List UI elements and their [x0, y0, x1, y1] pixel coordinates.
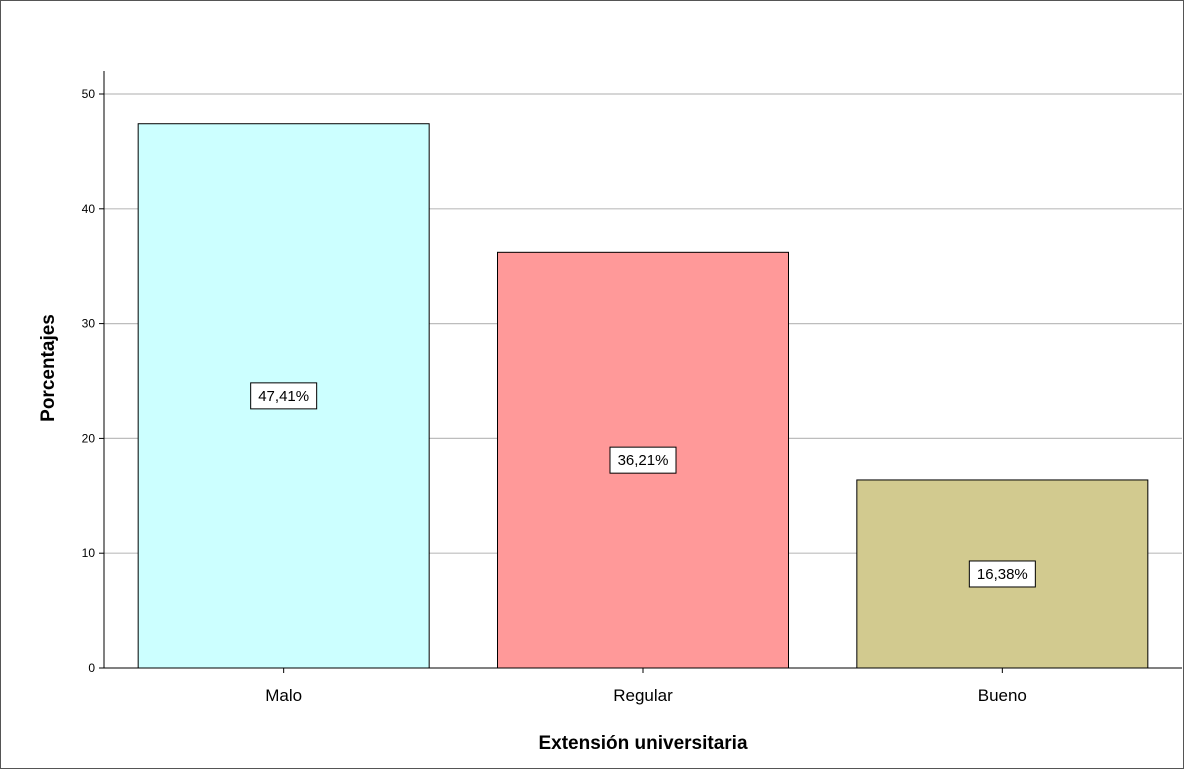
y-tick-label-40: 40 — [82, 202, 96, 216]
y-axis-title: Porcentajes — [38, 314, 59, 422]
y-tick-label-0: 0 — [88, 661, 95, 675]
data-label-regular: 36,21% — [618, 452, 669, 469]
y-tick-label-50: 50 — [82, 87, 96, 101]
y-tick-label-20: 20 — [82, 431, 96, 445]
y-tick-label-30: 30 — [82, 317, 96, 331]
data-label-malo: 47,41% — [258, 388, 309, 405]
data-label-bueno: 16,38% — [977, 566, 1028, 583]
x-tick-label-regular: Regular — [613, 686, 673, 705]
x-tick-label-malo: Malo — [265, 686, 302, 705]
y-tick-label-10: 10 — [82, 546, 96, 560]
x-axis-title: Extensión universitaria — [538, 733, 748, 754]
x-tick-label-bueno: Bueno — [978, 686, 1027, 705]
